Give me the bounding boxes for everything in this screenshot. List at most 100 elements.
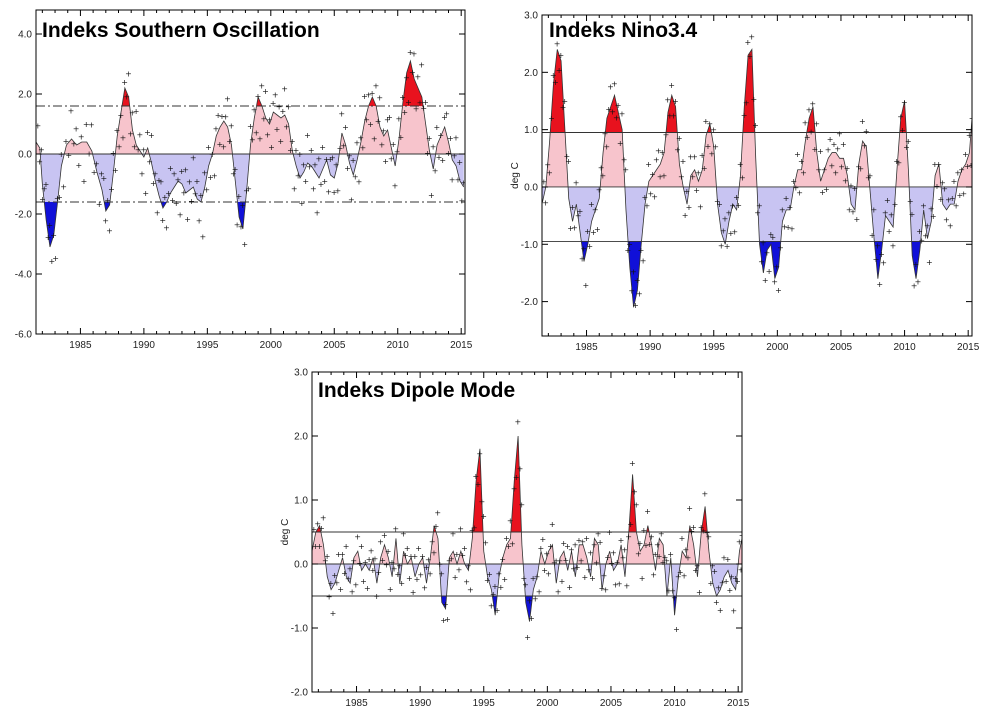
observation-marker: + <box>324 552 331 561</box>
x-tick-label: 2005 <box>830 342 853 353</box>
observation-marker: + <box>520 574 527 583</box>
observation-marker: + <box>41 185 48 194</box>
observation-marker: + <box>813 120 820 129</box>
observation-marker: + <box>330 609 337 618</box>
observation-marker: + <box>787 203 794 212</box>
observation-marker: + <box>901 98 908 107</box>
observation-marker: + <box>710 125 717 134</box>
observation-marker: + <box>314 209 321 218</box>
observation-marker: + <box>806 105 813 114</box>
observation-marker: + <box>213 124 220 133</box>
observation-marker: + <box>469 526 476 535</box>
observation-marker: + <box>362 558 369 567</box>
observation-marker: + <box>724 555 731 564</box>
observation-marker: + <box>664 95 671 104</box>
observation-marker: + <box>361 92 368 101</box>
observation-marker: + <box>738 566 745 575</box>
observation-marker: + <box>838 163 845 172</box>
observation-marker: + <box>406 574 413 583</box>
observation-marker: + <box>943 216 950 225</box>
observation-marker: + <box>718 242 725 251</box>
observation-marker: + <box>457 525 464 534</box>
observation-marker: + <box>661 171 668 180</box>
observation-marker: + <box>722 214 729 223</box>
observation-marker: + <box>60 183 67 192</box>
observation-marker: + <box>563 152 570 161</box>
y-tick-label: -2.0 <box>15 210 33 221</box>
observation-marker: + <box>617 139 624 148</box>
observation-marker: + <box>321 177 328 186</box>
observation-marker: + <box>338 109 345 118</box>
observation-marker: + <box>888 210 895 219</box>
observation-marker: + <box>897 113 904 122</box>
observation-marker: + <box>705 533 712 542</box>
observation-marker: + <box>851 184 858 193</box>
observation-marker: + <box>652 550 659 559</box>
index-curve <box>36 59 465 248</box>
observation-marker: + <box>570 564 577 573</box>
observation-marker: + <box>346 151 353 160</box>
area-fill-weak-positive <box>542 132 972 187</box>
observation-marker: + <box>403 73 410 82</box>
observation-marker: + <box>600 171 607 180</box>
x-tick-label: 2000 <box>766 342 789 353</box>
observation-marker: + <box>691 153 698 162</box>
observation-marker: + <box>764 249 771 258</box>
observation-marker: + <box>335 187 342 196</box>
observation-marker: + <box>458 197 465 206</box>
observation-marker: + <box>114 126 121 135</box>
observation-marker: + <box>329 154 336 163</box>
observation-marker: + <box>665 587 672 596</box>
y-axis-label: deg C <box>280 519 291 546</box>
observation-marker: + <box>35 122 42 131</box>
observation-marker: + <box>683 187 690 196</box>
x-tick-label: 1990 <box>409 698 432 709</box>
observation-marker: + <box>926 258 933 267</box>
observation-marker: + <box>613 113 620 122</box>
observation-marker: + <box>590 228 597 237</box>
observation-marker: + <box>165 189 172 198</box>
observation-marker: + <box>639 574 646 583</box>
observation-marker: + <box>832 168 839 177</box>
observation-marker: + <box>312 160 319 169</box>
index-curve <box>312 435 742 622</box>
observation-marker: + <box>318 524 325 533</box>
observation-marker: + <box>163 223 170 232</box>
observation-marker: + <box>534 573 541 582</box>
observation-marker: + <box>421 583 428 592</box>
observation-marker: + <box>392 181 399 190</box>
observation-marker: + <box>133 107 140 116</box>
observation-marker: + <box>773 262 780 271</box>
observation-marker: + <box>924 221 931 230</box>
x-tick-label: 1995 <box>196 340 219 351</box>
y-tick-label: 1.0 <box>524 125 538 136</box>
plot-frame <box>541 14 973 337</box>
observation-marker: + <box>499 555 506 564</box>
observation-marker: + <box>293 146 300 155</box>
observation-marker: + <box>188 197 195 206</box>
observation-marker: + <box>635 550 642 559</box>
observation-marker: + <box>848 181 855 190</box>
observation-marker: + <box>325 187 332 196</box>
observation-marker: + <box>537 544 544 553</box>
observation-marker: + <box>634 276 641 285</box>
observation-marker: + <box>478 498 485 507</box>
observation-marker: + <box>890 242 897 251</box>
observation-marker: + <box>420 104 427 113</box>
observation-marker: + <box>54 194 61 203</box>
observation-marker: + <box>434 509 441 518</box>
observation-marker: + <box>621 155 628 164</box>
observation-marker: + <box>266 115 273 124</box>
observation-marker: + <box>359 144 366 153</box>
observation-marker: + <box>186 178 193 187</box>
x-tick-label: 2015 <box>957 342 980 353</box>
observation-marker: + <box>752 121 759 130</box>
observation-marker: + <box>371 135 378 144</box>
observation-marker: + <box>38 146 45 155</box>
observation-marker: + <box>509 539 516 548</box>
observation-marker: + <box>960 190 967 199</box>
observation-marker: + <box>638 246 645 255</box>
observation-marker: + <box>368 546 375 555</box>
observation-marker: + <box>809 100 816 109</box>
observation-marker: + <box>550 71 557 80</box>
